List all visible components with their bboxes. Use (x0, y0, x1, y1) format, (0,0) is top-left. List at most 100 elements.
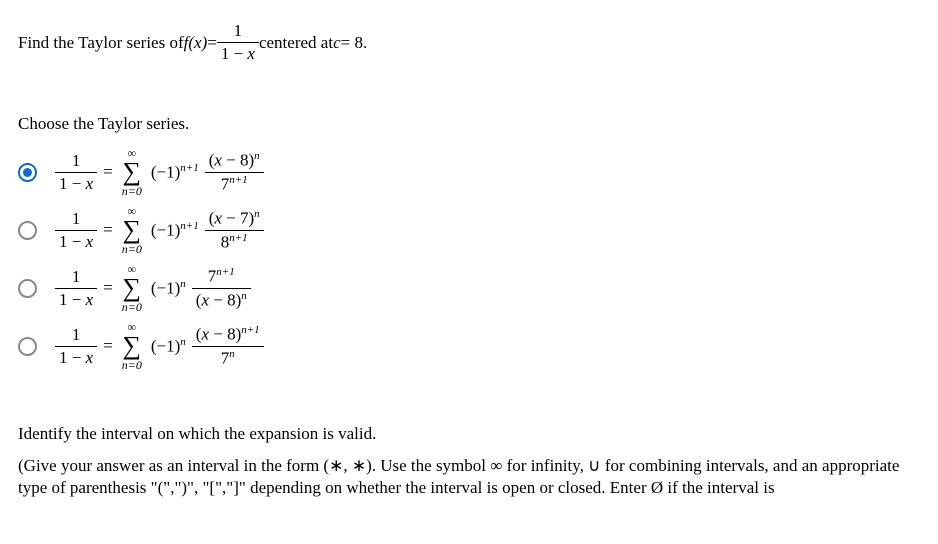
c-base: (−1) (151, 221, 180, 240)
eq-sign: = (103, 161, 113, 183)
lhs-den-x: x (86, 232, 94, 251)
stem-frac-den: 1 − x (217, 42, 259, 65)
ne: n+1 (241, 324, 259, 336)
eq-sign: = (103, 219, 113, 241)
db: 7 (221, 348, 230, 367)
nm: − 8) (222, 151, 254, 170)
ne: n (254, 150, 260, 162)
sum-sigma: ∑ (122, 275, 142, 301)
sum-sigma: ∑ (122, 217, 142, 243)
option-4[interactable]: 1 1 − x = ∞ ∑ n=0 (−1)n (x − 8)n+1 7n (18, 321, 920, 371)
radio-icon[interactable] (18, 221, 37, 240)
c-exp: n+1 (180, 220, 198, 232)
de: n (229, 348, 235, 360)
sigma-icon: ∞ ∑ n=0 (122, 321, 142, 371)
rhs-frac: (x − 8)n 7n+1 (205, 149, 264, 196)
lhs-frac: 1 1 − x (55, 324, 97, 369)
lhs-den-l: 1 − (59, 290, 86, 309)
stem-eq2: = 8. (341, 32, 368, 54)
eq-1: = (207, 32, 217, 54)
union-icon: ∪ (588, 456, 600, 476)
r-num: 7n+1 (192, 265, 251, 288)
radio-icon[interactable] (18, 279, 37, 298)
stem-c: c (333, 32, 341, 54)
de: n (241, 290, 247, 302)
stem-den-x: x (247, 44, 255, 63)
fx-text: f(x) (184, 32, 208, 54)
radio-icon[interactable] (18, 163, 37, 182)
eq-sign: = (103, 335, 113, 357)
option-math: 1 1 − x = ∞ ∑ n=0 (−1)n+1 (x − 8)n 7n+1 (55, 147, 264, 197)
r-den: 7n (192, 346, 264, 370)
nx: x (214, 151, 222, 170)
hint-a: (Give your answer as an interval in the … (18, 456, 588, 475)
dx: x (201, 290, 209, 309)
nbe: n+1 (216, 266, 234, 278)
nb: 7 (208, 267, 217, 286)
c-exp: n (180, 278, 186, 290)
stem-den-left: 1 − (221, 44, 248, 63)
c-exp: n+1 (180, 162, 198, 174)
r-num: (x − 8)n (205, 149, 264, 172)
nx: x (201, 325, 209, 344)
lhs-frac: 1 1 − x (55, 266, 97, 311)
stem-prefix: Find the Taylor series of (18, 32, 184, 54)
option-math: 1 1 − x = ∞ ∑ n=0 (−1)n (x − 8)n+1 7n (55, 321, 264, 371)
question-stem: Find the Taylor series of f(x) = 1 1 − x… (18, 20, 920, 65)
r-den: (x − 8)n (192, 288, 251, 312)
lhs-den: 1 − x (55, 288, 97, 311)
r-den: 8n+1 (205, 230, 264, 254)
choose-prompt: Choose the Taylor series. (18, 113, 920, 135)
coeff: (−1)n+1 (151, 219, 199, 242)
lhs-den: 1 − x (55, 230, 97, 253)
lhs-num: 1 (55, 208, 97, 230)
empty-set-icon: Ø (651, 478, 663, 497)
coeff: (−1)n+1 (151, 161, 199, 184)
lhs-den-x: x (86, 348, 94, 367)
rhs-frac: (x − 8)n+1 7n (192, 323, 264, 370)
lhs-num: 1 (55, 324, 97, 346)
lhs-num: 1 (55, 266, 97, 288)
lhs-den-x: x (86, 290, 94, 309)
c-exp: n (180, 336, 186, 348)
ne: n (254, 208, 260, 220)
sigma-icon: ∞ ∑ n=0 (122, 263, 142, 313)
option-1[interactable]: 1 1 − x = ∞ ∑ n=0 (−1)n+1 (x − 8)n 7n+1 (18, 147, 920, 197)
nm: − 8) (209, 325, 241, 344)
coeff: (−1)n (151, 335, 186, 358)
de: n+1 (229, 232, 247, 244)
sum-bot: n=0 (122, 185, 142, 197)
identify-prompt: Identify the interval on which the expan… (18, 423, 920, 445)
coeff: (−1)n (151, 277, 186, 300)
c-base: (−1) (151, 337, 180, 356)
option-2[interactable]: 1 1 − x = ∞ ∑ n=0 (−1)n+1 (x − 7)n 8n+1 (18, 205, 920, 255)
sum-sigma: ∑ (122, 159, 142, 185)
options-group: 1 1 − x = ∞ ∑ n=0 (−1)n+1 (x − 8)n 7n+1 … (18, 147, 920, 371)
stem-frac: 1 1 − x (217, 20, 259, 65)
lhs-frac: 1 1 − x (55, 208, 97, 253)
r-num: (x − 8)n+1 (192, 323, 264, 346)
option-math: 1 1 − x = ∞ ∑ n=0 (−1)n+1 (x − 7)n 8n+1 (55, 205, 264, 255)
stem-frac-num: 1 (217, 20, 259, 42)
sum-sigma: ∑ (122, 333, 142, 359)
radio-icon[interactable] (18, 337, 37, 356)
db: 7 (221, 174, 230, 193)
sigma-icon: ∞ ∑ n=0 (122, 205, 142, 255)
r-num: (x − 7)n (205, 207, 264, 230)
r-den: 7n+1 (205, 172, 264, 196)
lhs-den-l: 1 − (59, 232, 86, 251)
lhs-frac: 1 1 − x (55, 150, 97, 195)
eq-sign: = (103, 277, 113, 299)
c-base: (−1) (151, 279, 180, 298)
lhs-den: 1 − x (55, 172, 97, 195)
nm: − 7) (222, 209, 254, 228)
hint-c: if the interval is (663, 478, 774, 497)
sum-bot: n=0 (122, 359, 142, 371)
sum-bot: n=0 (122, 243, 142, 255)
c-base: (−1) (151, 163, 180, 182)
lhs-num: 1 (55, 150, 97, 172)
rhs-frac: (x − 7)n 8n+1 (205, 207, 264, 254)
stem-centered: centered at (259, 32, 333, 54)
option-3[interactable]: 1 1 − x = ∞ ∑ n=0 (−1)n 7n+1 (x − 8)n (18, 263, 920, 313)
hint-text: (Give your answer as an interval in the … (18, 455, 920, 499)
